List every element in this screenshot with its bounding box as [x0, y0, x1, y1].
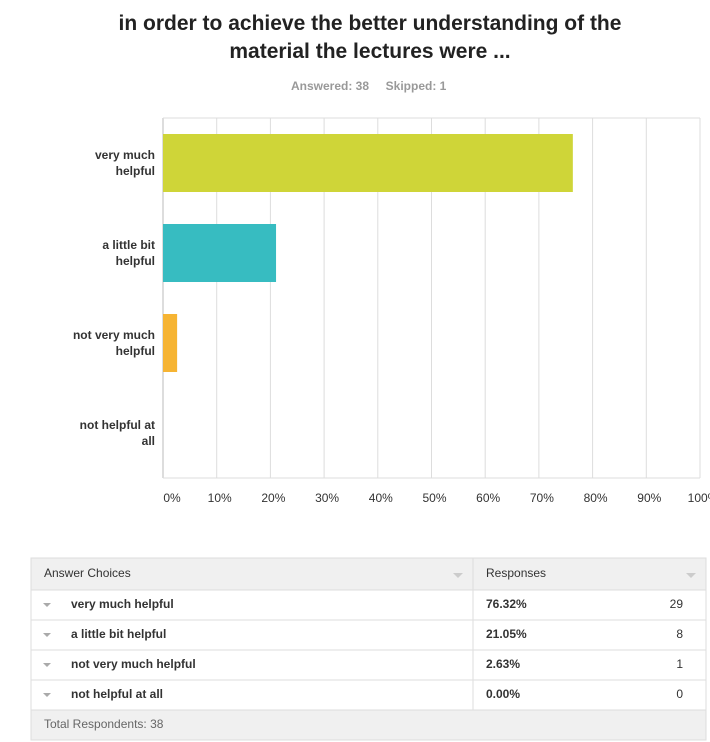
x-tick-label: 30% — [315, 491, 339, 505]
skipped: Skipped: 1 — [386, 79, 447, 93]
percent: 76.32% — [486, 597, 527, 611]
count: 8 — [676, 627, 683, 641]
table-footer — [30, 709, 707, 741]
percent: 0.00% — [486, 687, 520, 701]
bar — [163, 224, 277, 282]
y-tick-label: not very much helpful — [72, 328, 155, 358]
x-tick-label: 90% — [637, 491, 661, 505]
x-tick-label: 0% — [163, 491, 181, 505]
count: 1 — [676, 657, 683, 671]
x-tick-label: 60% — [476, 491, 500, 505]
y-tick-label: not helpful at all — [79, 418, 155, 448]
x-tick-label: 40% — [369, 491, 393, 505]
row-arrow — [43, 603, 51, 607]
count: 0 — [676, 687, 683, 701]
x-tick-label: 50% — [422, 491, 446, 505]
x-tick-label: 100% — [688, 491, 710, 505]
percent: 21.05% — [486, 627, 527, 641]
x-tick-label: 20% — [261, 491, 285, 505]
percent: 2.63% — [486, 657, 520, 671]
choice: not helpful at all — [71, 687, 163, 701]
bar — [163, 134, 573, 192]
table-header — [30, 557, 707, 591]
sort-arrow[interactable] — [686, 573, 696, 578]
row-arrow — [43, 663, 51, 667]
row-arrow — [43, 693, 51, 697]
x-tick-label: 70% — [530, 491, 554, 505]
column-header: Responses — [486, 566, 546, 580]
count: 29 — [670, 597, 684, 611]
answered: Answered: 38 — [291, 79, 369, 93]
column-header: Answer Choices — [44, 566, 131, 580]
choice: very much helpful — [71, 597, 174, 611]
choice: not very much helpful — [71, 657, 196, 671]
bar — [163, 314, 178, 372]
row-arrow — [43, 633, 51, 637]
sort-arrow[interactable] — [453, 573, 463, 578]
total: Total Respondents: 38 — [44, 717, 164, 731]
y-tick-label: very much helpful — [94, 148, 155, 178]
choice: a little bit helpful — [71, 627, 166, 641]
chart-title: in order to achieve the better understan… — [118, 12, 622, 63]
x-tick-label: 10% — [208, 491, 232, 505]
y-tick-label: a little bit helpful — [102, 238, 155, 268]
x-tick-label: 80% — [584, 491, 608, 505]
